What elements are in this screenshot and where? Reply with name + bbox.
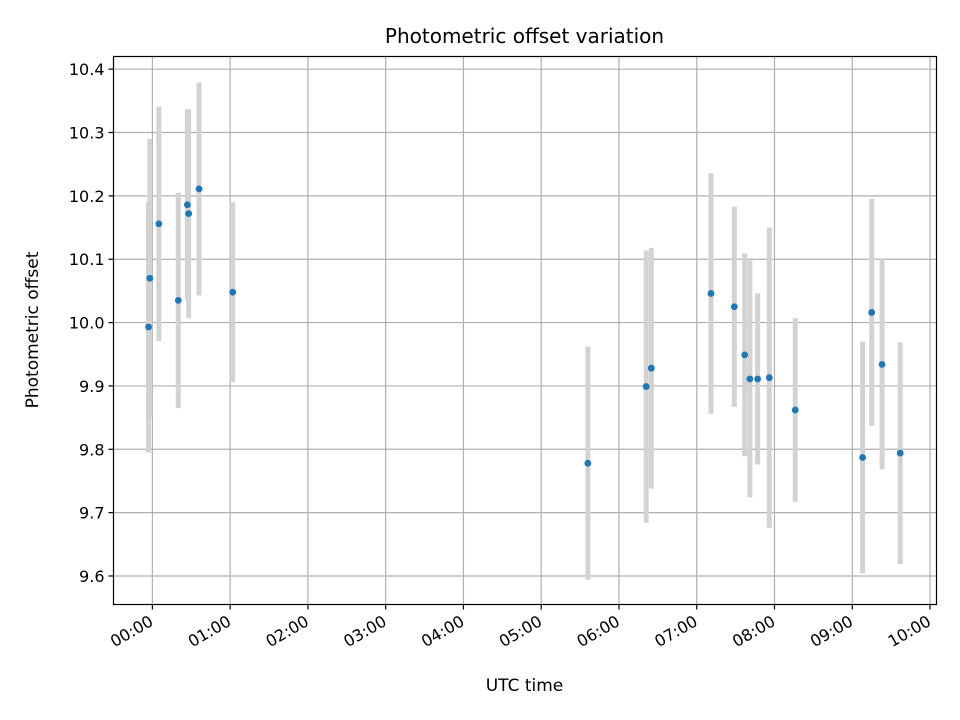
y-tick-label: 10.1 [69, 250, 105, 269]
y-tick-label: 10.3 [69, 124, 105, 143]
y-tick-label: 10.2 [69, 187, 105, 206]
data-point [174, 297, 182, 304]
y-tick-label: 10.4 [69, 60, 105, 79]
data-point [229, 288, 237, 296]
data-point [746, 375, 754, 383]
y-tick-label: 9.8 [79, 440, 104, 459]
data-point [878, 360, 886, 368]
data-point [647, 364, 655, 372]
chart-title: Photometric offset variation [385, 24, 664, 48]
data-point [642, 383, 650, 390]
y-axis-ticks: 9.6 9.7 9.8 9.9 10.0 10.1 10.2 10.3 10.4 [69, 60, 114, 586]
data-point [859, 454, 867, 461]
data-point [584, 459, 592, 467]
data-point [185, 210, 193, 218]
data-point [741, 351, 749, 359]
data-point [707, 290, 715, 297]
data-point [155, 220, 163, 228]
y-tick-label: 9.9 [79, 377, 104, 396]
data-point [791, 406, 799, 414]
data-point [754, 375, 762, 383]
data-point-layer [145, 185, 904, 467]
plot-frame [112, 55, 938, 606]
data-point [145, 323, 152, 331]
data-point [896, 449, 904, 457]
data-point [765, 374, 773, 382]
y-tick-label: 9.6 [79, 567, 104, 586]
x-axis-label: UTC time [486, 676, 564, 696]
data-point [868, 309, 876, 316]
data-point [183, 201, 191, 209]
y-tick-label: 9.7 [79, 504, 104, 523]
data-point [730, 303, 738, 311]
y-axis-label: Photometric offset [23, 251, 43, 408]
grid-layer [113, 56, 937, 605]
data-point [146, 274, 154, 282]
data-point [195, 185, 203, 193]
y-tick-label: 10.0 [69, 314, 105, 333]
